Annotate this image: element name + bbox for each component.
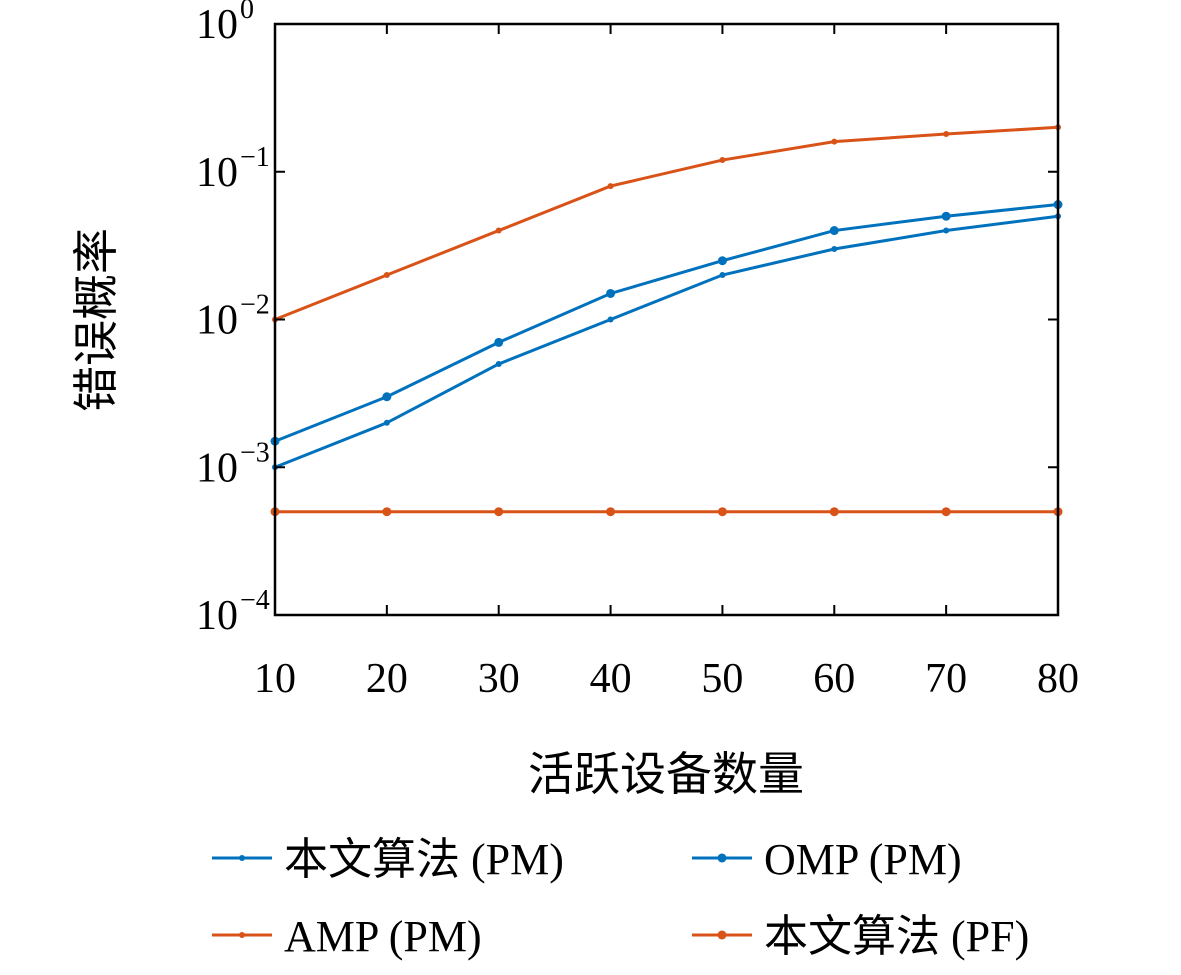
data-point <box>494 507 504 517</box>
series-1 <box>270 200 1063 446</box>
data-point <box>717 507 727 517</box>
data-point <box>383 419 390 426</box>
legend-item: OMP (PM) <box>692 835 962 884</box>
data-point <box>495 227 502 234</box>
data-point <box>829 226 839 236</box>
data-point <box>831 138 838 145</box>
plot-frame <box>273 22 1060 617</box>
legend-item: 本文算法 (PM) <box>212 835 564 884</box>
y-tick-exponent: −1 <box>240 142 270 173</box>
y-tick-label: 10 <box>196 593 238 639</box>
y-tick-exponent: −2 <box>240 290 270 321</box>
y-tick-exponent: −3 <box>240 437 270 468</box>
data-point <box>943 227 950 234</box>
y-tick-label: 10 <box>196 445 238 491</box>
y-tick-exponent: 0 <box>240 0 254 25</box>
data-point <box>494 337 504 347</box>
data-point <box>383 272 390 279</box>
legend-label: AMP (PM) <box>284 912 482 961</box>
data-point <box>382 392 392 402</box>
data-point <box>607 183 614 190</box>
x-tick-label: 10 <box>254 656 296 702</box>
data-point <box>941 507 951 517</box>
series-0 <box>272 213 1061 471</box>
x-tick-label: 40 <box>590 656 632 702</box>
data-point <box>719 157 726 164</box>
data-point <box>943 131 950 138</box>
x-axis-label: 活跃设备数量 <box>528 749 804 800</box>
legend-item: 本文算法 (PF) <box>692 912 1029 961</box>
series-2 <box>272 124 1061 323</box>
data-point <box>606 288 616 298</box>
legend-label: OMP (PM) <box>764 835 962 884</box>
data-point <box>607 316 614 323</box>
y-tick-label: 10 <box>196 298 238 344</box>
legend-marker <box>239 932 245 938</box>
x-tick-label: 70 <box>925 656 967 702</box>
data-point <box>831 246 838 253</box>
data-point <box>495 360 502 367</box>
x-tick-label: 20 <box>366 656 408 702</box>
y-tick-exponent: −4 <box>240 585 270 616</box>
x-tick-label: 60 <box>813 656 855 702</box>
legend-marker <box>717 853 727 863</box>
y-tick-label: 10 <box>196 150 238 196</box>
data-point <box>829 507 839 517</box>
x-tick-label: 30 <box>478 656 520 702</box>
data-point <box>606 507 616 517</box>
data-point <box>719 272 726 279</box>
y-axis-label: 错误概率 <box>71 228 122 412</box>
legend: 本文算法 (PM) OMP (PM) AMP (PM) 本文算法 (PF) <box>212 835 1029 961</box>
legend-label: 本文算法 (PF) <box>764 912 1029 961</box>
data-point <box>382 507 392 517</box>
series-3 <box>270 507 1063 517</box>
data-point <box>717 256 727 266</box>
series-line <box>274 214 1059 469</box>
y-tick-label: 10 <box>196 2 238 48</box>
legend-label: 本文算法 (PM) <box>284 835 564 884</box>
series-line <box>274 125 1059 321</box>
data-point <box>941 211 951 221</box>
legend-item: AMP (PM) <box>212 912 482 961</box>
series-layer <box>270 124 1063 517</box>
series-line <box>274 203 1059 443</box>
legend-marker <box>717 930 727 940</box>
x-tick-label: 50 <box>701 656 743 702</box>
legend-marker <box>239 855 245 861</box>
x-tick-label: 80 <box>1037 656 1079 702</box>
